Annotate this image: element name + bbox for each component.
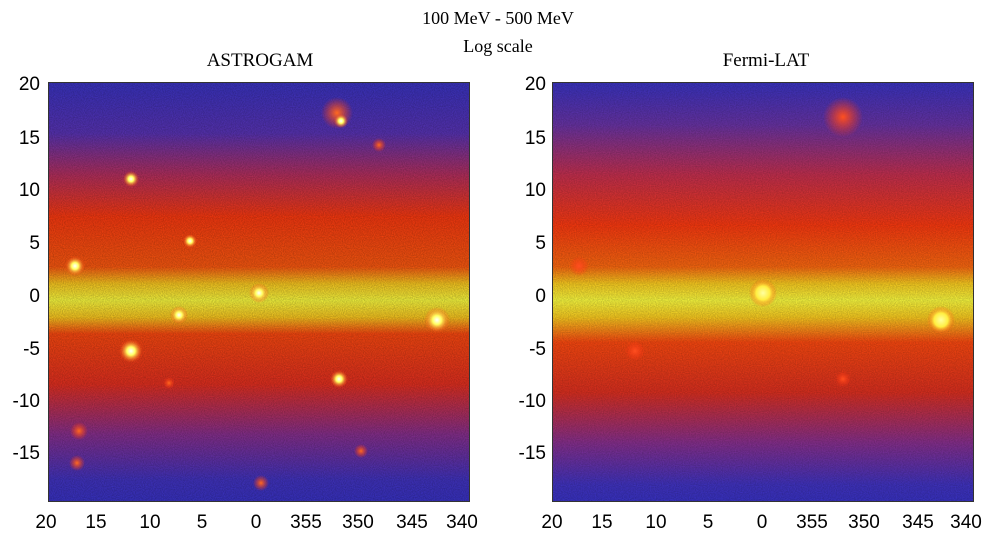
y-tick-left: 5 [29,233,40,254]
panel-title-fermi: Fermi-LAT [722,50,810,71]
x-tick-left: 5 [196,512,208,533]
y-tick-right: -10 [518,391,546,412]
x-tick-left: 15 [85,512,107,533]
y-tick-right: -15 [518,443,546,464]
x-tick-right: 340 [950,512,982,533]
x-tick-right: 5 [702,512,714,533]
x-tick-left: 340 [446,512,478,533]
fermi-lat-map [552,82,974,502]
x-tick-right: 20 [541,512,563,533]
y-tick-left: 10 [18,180,40,201]
y-tick-left: -5 [23,339,40,360]
y-tick-left: 20 [18,74,40,95]
y-tick-right: 10 [524,180,546,201]
x-tick-right: 345 [902,512,934,533]
figure-title-line2: Log scale [463,36,533,56]
x-tick-left: 0 [250,512,262,533]
panel-title-astrogam: ASTROGAM [206,50,314,71]
x-tick-left: 345 [396,512,428,533]
x-tick-left: 10 [139,512,161,533]
y-tick-right: 20 [524,74,546,95]
x-tick-right: 355 [796,512,828,533]
y-tick-left: 15 [18,128,40,149]
x-tick-left: 20 [35,512,57,533]
x-tick-right: 10 [645,512,667,533]
y-tick-right: 0 [535,286,546,307]
figure-title-line1: 100 MeV - 500 MeV [422,8,574,28]
astrogam-map [48,82,470,502]
y-tick-right: 5 [535,233,546,254]
y-tick-left: -15 [12,443,40,464]
x-tick-right: 350 [848,512,880,533]
y-tick-right: 15 [524,128,546,149]
y-tick-right: -5 [529,339,546,360]
x-tick-right: 0 [756,512,768,533]
x-tick-left: 350 [342,512,374,533]
y-tick-left: 0 [29,286,40,307]
y-tick-left: -10 [12,391,40,412]
x-tick-left: 355 [290,512,322,533]
x-tick-right: 15 [591,512,613,533]
